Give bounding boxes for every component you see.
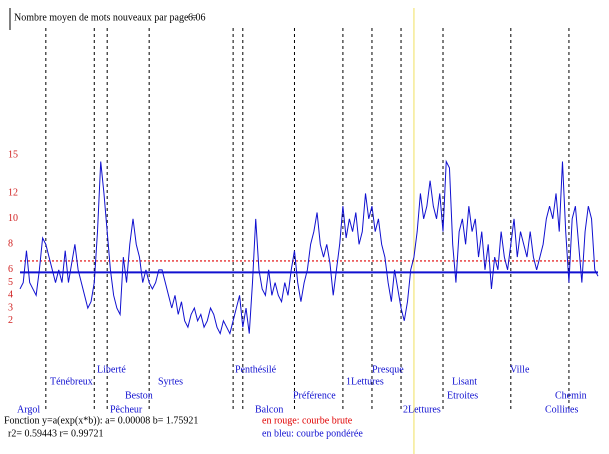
y-tick-label: 8 [8, 239, 13, 250]
chart-title-value: 6.06 [188, 12, 206, 23]
footer-fit: r2= 0.59443 r= 0.99721 [8, 428, 103, 439]
chart-title: Nombre moyen de mots nouveaux par page = [14, 12, 197, 23]
y-tick-label: 10 [8, 213, 18, 224]
data-line [19, 159, 599, 335]
section-label: Balcon [255, 404, 283, 415]
legend-blue: en bleu: courbe pondérée [262, 428, 363, 439]
y-tick-label: 12 [8, 188, 18, 199]
section-label: 1Lettures [346, 376, 384, 387]
y-tick-label: 4 [8, 290, 13, 301]
section-label: Beston [125, 390, 153, 401]
section-label: Argol [17, 404, 40, 415]
y-tick-label: 15 [8, 149, 18, 160]
section-label: Ténébreux [50, 376, 93, 387]
y-tick-label: 6 [8, 264, 13, 275]
footer-formula: Fonction y=a(exp(x*b)): a= 0.00008 b= 1.… [4, 415, 198, 426]
section-label: Pêcheur [110, 404, 143, 415]
legend-red: en rouge: courbe brute [262, 415, 353, 426]
y-tick-label: 3 [8, 302, 13, 313]
section-label: Ville [510, 364, 530, 375]
section-label: Presque [372, 364, 404, 375]
y-tick-label: 5 [8, 277, 13, 288]
section-label: Préférence [293, 390, 336, 401]
section-label: Etroites [447, 390, 478, 401]
section-label: 2Lettures [403, 404, 441, 415]
section-label: Collines [545, 404, 578, 415]
section-label: Penthésilé [235, 364, 277, 375]
section-label: Chemin [555, 390, 587, 401]
y-tick-label: 2 [8, 315, 13, 326]
section-label: Lisant [452, 376, 477, 387]
section-label: Syrtes [158, 376, 183, 387]
section-label: Liberté [97, 364, 126, 375]
